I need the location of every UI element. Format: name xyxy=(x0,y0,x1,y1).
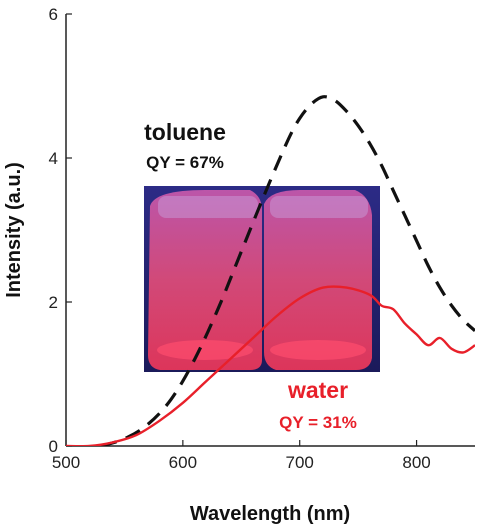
toluene-qy-label: QY = 67% xyxy=(146,153,224,172)
y-tick-label: 4 xyxy=(49,149,58,168)
x-tick-label: 600 xyxy=(169,453,197,472)
inset-photo xyxy=(144,186,380,372)
series-toluene-line xyxy=(100,95,475,446)
x-axis-title: Wavelength (nm) xyxy=(190,503,350,525)
axes: 500 600 700 800 0 2 4 6 xyxy=(49,5,475,472)
y-tick-label: 0 xyxy=(49,437,58,456)
y-tick-label: 2 xyxy=(49,293,58,312)
y-tick-label: 6 xyxy=(49,5,58,24)
toluene-label: toluene xyxy=(144,119,226,145)
vial-left xyxy=(148,190,262,370)
y-axis-title: Intensity (a.u.) xyxy=(3,162,25,298)
series-water-line xyxy=(66,285,475,446)
x-tick-label: 700 xyxy=(286,453,314,472)
water-qy-label: QY = 31% xyxy=(279,413,357,432)
x-tick-label: 500 xyxy=(52,453,80,472)
vial-right xyxy=(264,190,372,370)
x-tick-label: 800 xyxy=(402,453,430,472)
water-label: water xyxy=(287,377,348,403)
